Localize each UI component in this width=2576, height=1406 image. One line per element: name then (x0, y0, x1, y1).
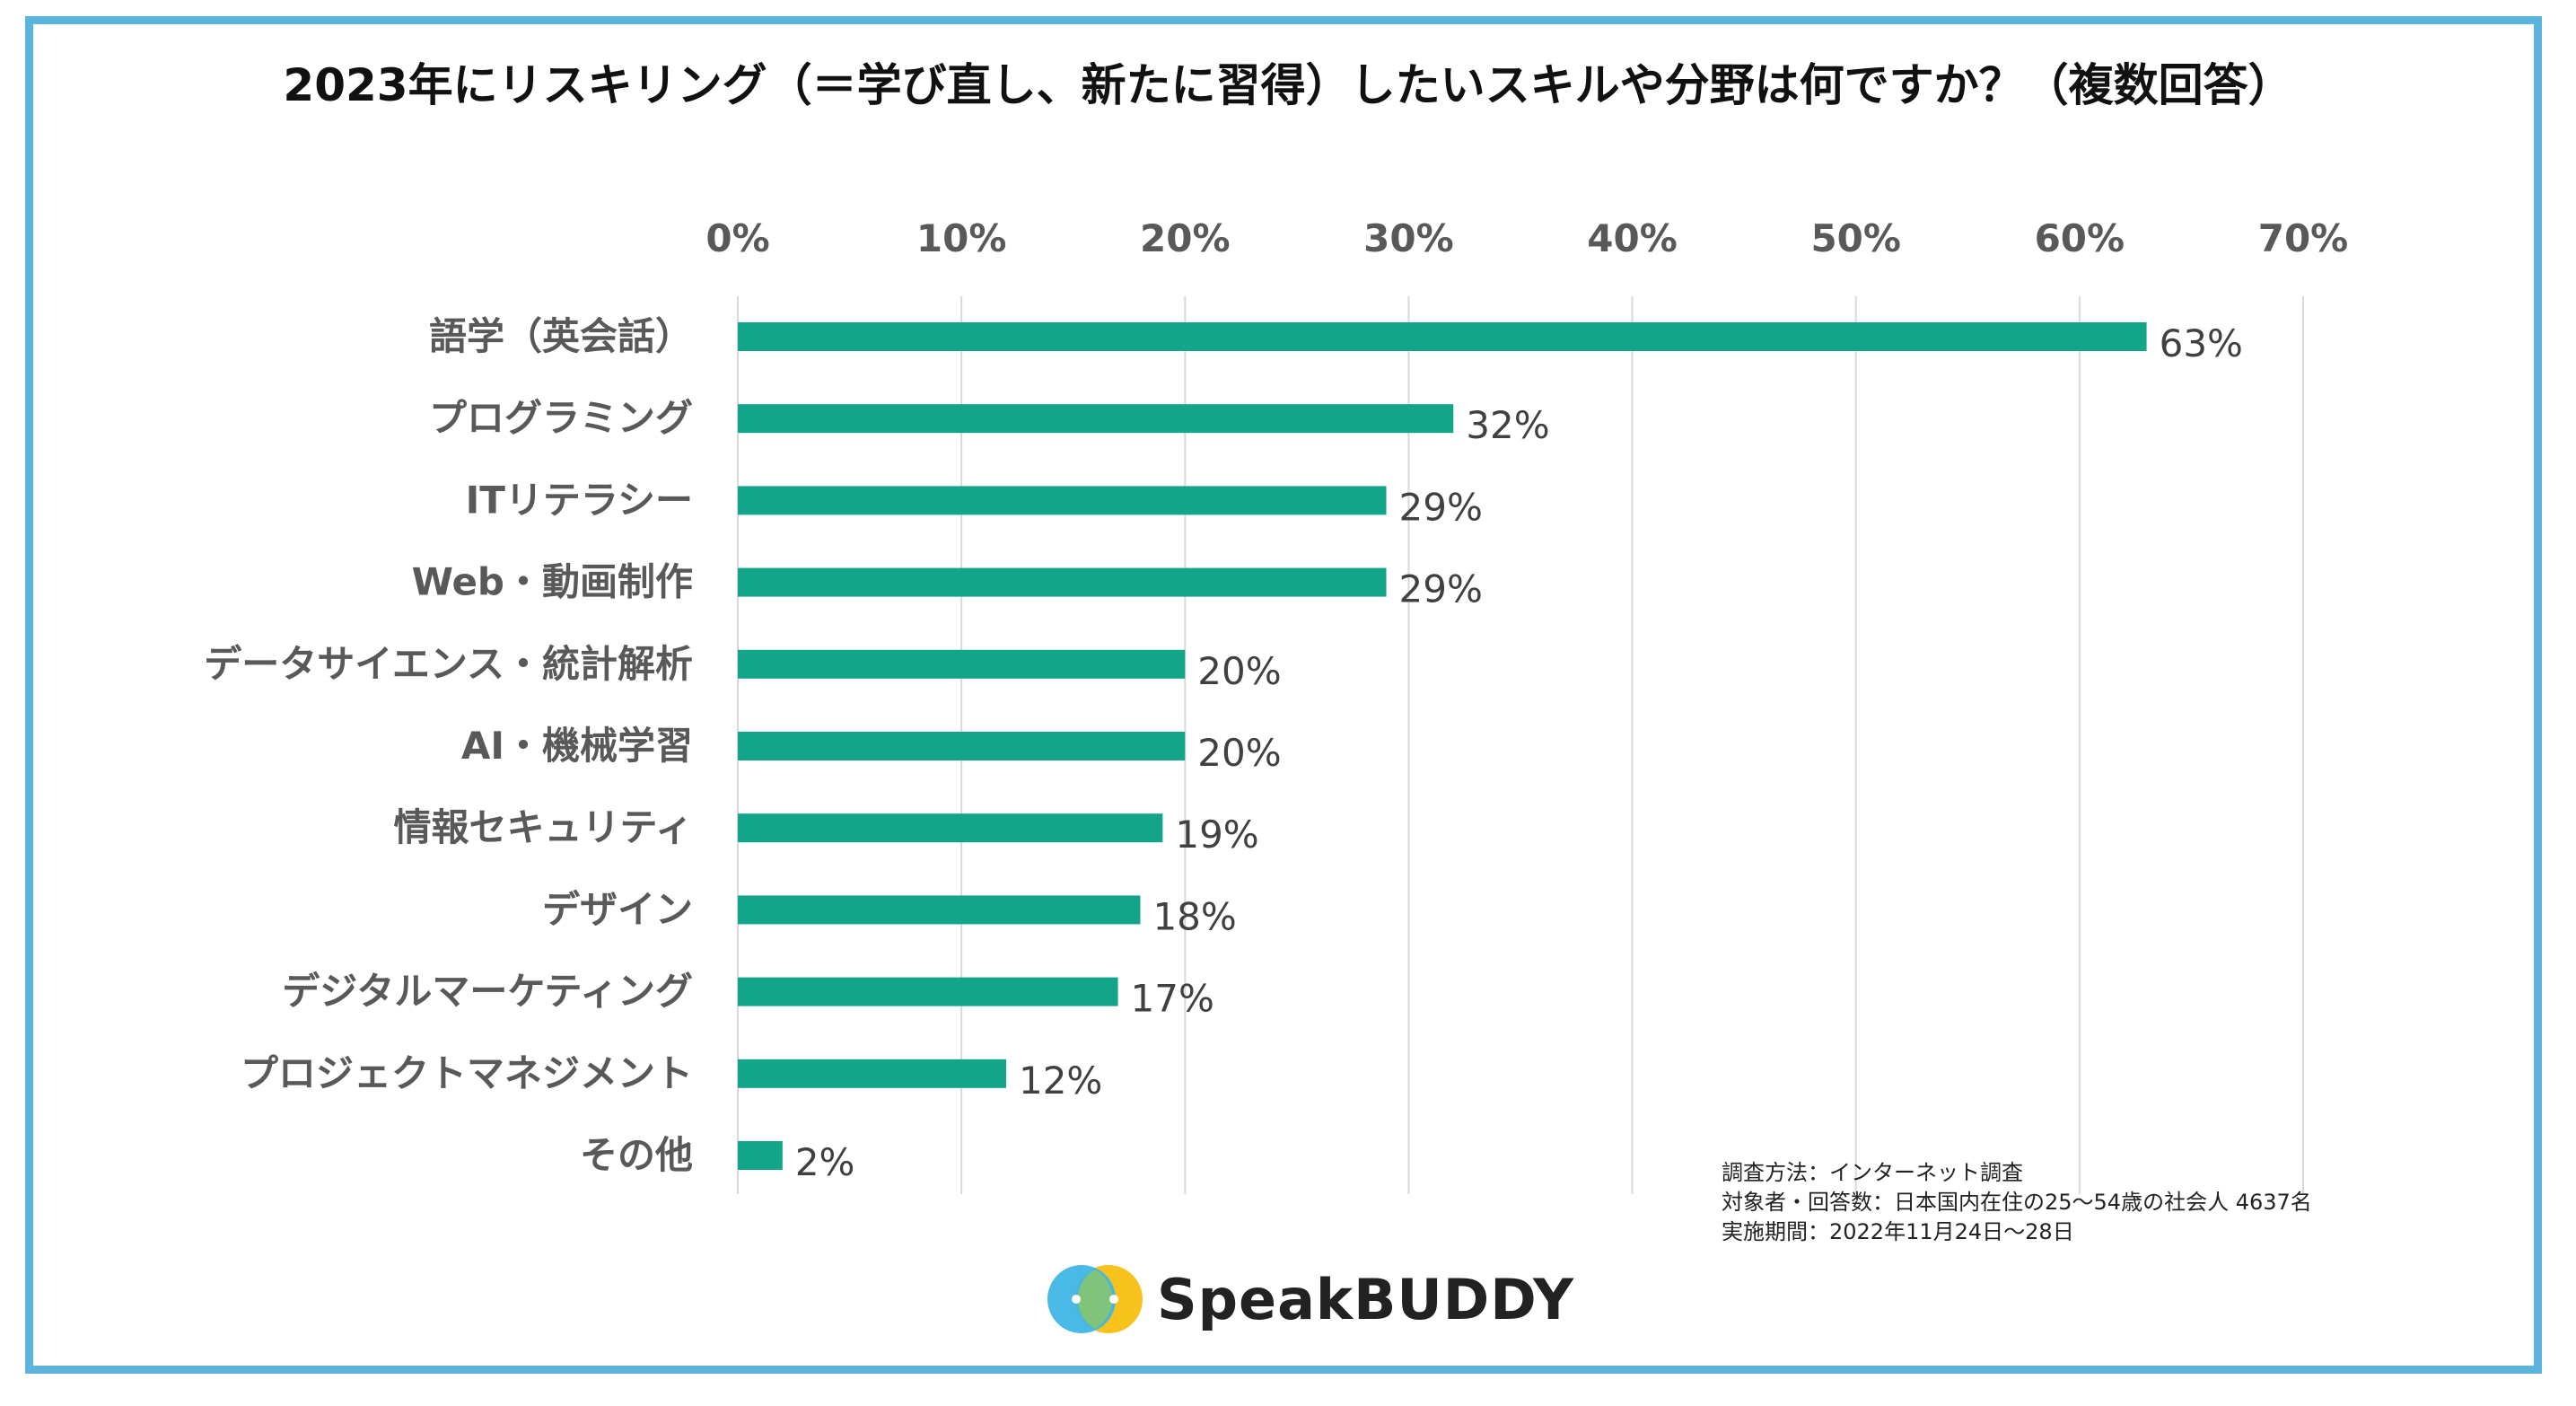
x-tick-label: 60% (2035, 216, 2125, 260)
logo-text: SpeakBUDDY (1157, 1266, 1575, 1332)
survey-notes: 調査方法：インターネット調査 対象者・回答数：日本国内在住の25〜54歳の社会人… (1722, 1158, 2312, 1247)
category-label: AI・機械学習 (461, 724, 693, 768)
category-label: 情報セキュリティ (394, 805, 693, 849)
x-tick-label: 40% (1587, 216, 1678, 260)
data-label: 12% (1019, 1059, 1102, 1103)
category-label: 語学（英会話） (429, 314, 693, 358)
x-tick-label: 0% (705, 216, 769, 260)
category-label: プロジェクトマネジメント (241, 1051, 693, 1095)
x-tick-label: 30% (1363, 216, 1454, 260)
bar (738, 977, 1118, 1006)
data-label: 32% (1466, 403, 1549, 447)
category-label: ITリテラシー (466, 478, 693, 522)
category-label: その他 (580, 1133, 693, 1177)
chart-frame (25, 16, 2542, 1374)
data-label: 18% (1152, 894, 1236, 938)
data-label: 63% (2160, 321, 2243, 365)
bar (738, 1141, 783, 1170)
data-label: 19% (1175, 813, 1258, 857)
bar (738, 732, 1186, 760)
speakbuddy-logo: SpeakBUDDY (1046, 1261, 1574, 1338)
bar (738, 649, 1186, 679)
x-tick-label: 70% (2258, 216, 2349, 260)
data-label: 2% (795, 1140, 855, 1184)
bar (738, 895, 1141, 925)
bar (738, 1059, 1006, 1088)
data-label: 17% (1131, 977, 1214, 1021)
x-tick-label: 50% (1810, 216, 1901, 260)
category-label: データサイエンス・統計解析 (204, 642, 693, 686)
data-label: 20% (1197, 731, 1281, 775)
chart-title: 2023年にリスキリング（＝学び直し、新たに習得）したいスキルや分野は何ですか？… (283, 59, 2293, 111)
bar (738, 404, 1454, 434)
data-label: 20% (1197, 649, 1281, 693)
category-label: プログラミング (429, 396, 693, 440)
category-label: デザイン (542, 887, 693, 931)
x-tick-label: 20% (1140, 216, 1231, 260)
category-label: Web・動画制作 (412, 560, 693, 604)
data-label: 29% (1399, 567, 1483, 611)
note-method: 調査方法：インターネット調査 (1722, 1160, 2023, 1185)
bar (738, 486, 1387, 515)
bar (738, 567, 1387, 597)
note-target: 対象者・回答数：日本国内在住の25〜54歳の社会人 4637名 (1722, 1190, 2312, 1215)
bar (738, 813, 1163, 843)
note-period: 実施期間：2022年11月24日〜28日 (1722, 1219, 2074, 1244)
x-tick-label: 10% (916, 216, 1007, 260)
category-label: デジタルマーケティング (282, 970, 693, 1014)
speakbuddy-logo-mark-icon (1046, 1261, 1144, 1338)
data-label: 29% (1399, 485, 1483, 529)
bar (738, 322, 2147, 351)
